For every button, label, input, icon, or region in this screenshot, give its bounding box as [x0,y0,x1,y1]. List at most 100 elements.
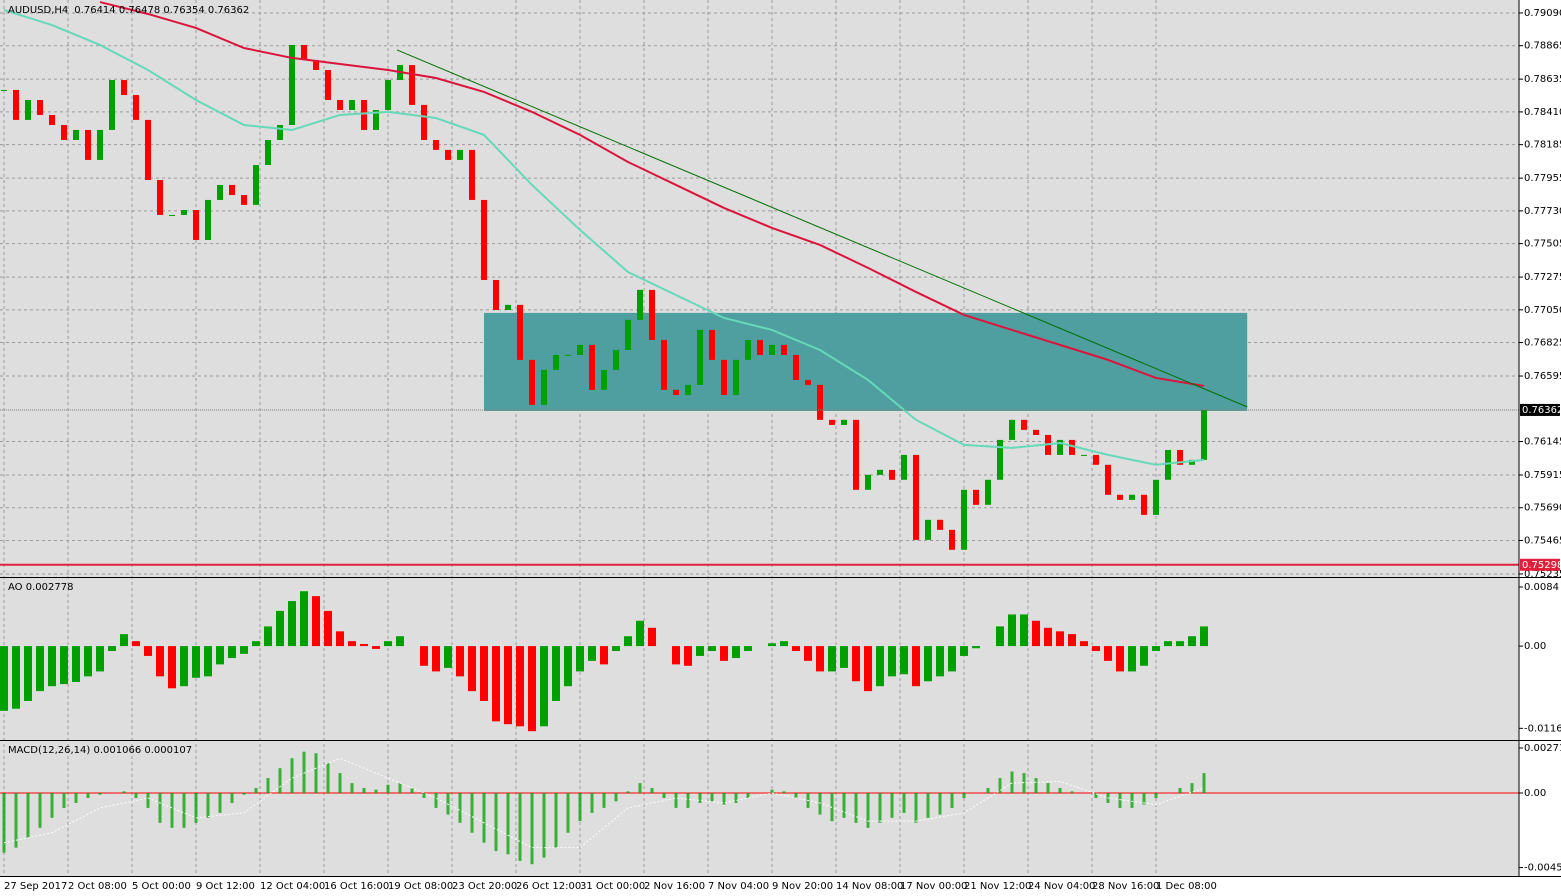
histogram-bar [840,646,848,668]
histogram-bar [852,646,860,682]
candle [889,469,895,480]
candle [1117,494,1123,500]
histogram-bar [600,646,608,665]
candle [877,469,883,475]
histogram-bar [602,793,606,808]
histogram-bar [266,778,270,794]
y-tick-label: 0.00 [1524,788,1546,799]
x-tick-label: 17 Nov 00:00 [900,881,967,892]
candle [145,119,151,181]
candle [109,80,115,130]
candle [133,95,139,120]
histogram-bar [732,646,740,659]
x-tick-label: 1 Dec 08:00 [1156,881,1217,892]
histogram-bar [698,793,702,803]
candle [1009,419,1015,440]
y-tick-label: 0.75465 [1524,535,1561,546]
candle [805,379,811,385]
histogram-bar [314,753,318,794]
candle [385,80,391,111]
x-tick-label: 14 Nov 08:00 [836,881,903,892]
candle [25,99,31,120]
grid [0,0,1519,876]
histogram-bar [1020,614,1028,647]
candle [85,129,91,160]
candle [649,289,655,340]
histogram-bar [1152,646,1160,652]
candle [913,454,919,540]
histogram-bar [914,793,918,823]
candle [289,44,295,126]
histogram-bar [288,601,296,647]
histogram-bar [278,768,282,794]
candle [1033,429,1039,435]
x-tick-label: 12 Oct 04:00 [260,881,325,892]
histogram-bar [398,783,402,794]
histogram-bar [1116,646,1124,672]
histogram-bar [1176,641,1184,647]
histogram-bar [396,636,404,647]
x-tick-label: 26 Oct 12:00 [516,881,581,892]
candle [421,104,427,140]
histogram-bar [386,784,390,794]
histogram-bar [302,751,306,794]
x-tick-label: 23 Oct 20:00 [452,881,517,892]
histogram-bar [180,646,188,687]
histogram-bar [72,646,80,682]
histogram-bar [254,788,258,794]
candle [265,139,271,166]
y-tick-label: -0.011691 [1524,723,1561,734]
symbol: AUDUSD,H4 [8,5,68,16]
histogram-bar [1080,641,1088,647]
histogram-bar [492,646,500,722]
histogram-bar [1128,646,1136,672]
histogram-bar [506,793,510,855]
histogram-bar [636,620,644,647]
histogram-bar [744,646,752,652]
histogram-bar [146,793,150,808]
histogram-bar [1130,793,1134,808]
candle [253,165,259,205]
histogram-bar [1010,771,1014,794]
histogram-bar [36,646,44,692]
histogram-bar [782,791,786,794]
histogram-bar [648,627,656,647]
y-tick-label: 0.0084 [1524,582,1559,593]
y-tick-label: 0.002717 [1524,743,1561,754]
histogram-bar [422,793,426,798]
histogram-bar [926,793,930,818]
histogram-bar [420,646,428,666]
histogram-bar [722,793,726,805]
candle [553,354,559,370]
candle [1165,449,1171,480]
histogram-bar [192,646,200,678]
candle [37,99,43,115]
histogram-bar [828,646,836,672]
x-tick-label: 9 Nov 20:00 [772,881,833,892]
x-tick-label: 27 Sep 2017 [4,881,67,892]
histogram-bar [866,793,870,828]
histogram-bar [444,646,452,668]
histogram-bar [374,789,378,794]
histogram-bar [206,793,210,818]
histogram-bar [900,646,908,675]
histogram-bar [494,793,498,851]
x-tick-label: 16 Oct 16:00 [324,881,389,892]
histogram-bar [468,646,476,692]
zone [484,312,1248,411]
candle [697,329,703,385]
histogram-bar [624,636,632,647]
histogram-bar [710,793,714,802]
candle [433,139,439,150]
x-tick-label: 9 Oct 12:00 [196,881,255,892]
candle [901,454,907,480]
histogram-bar [950,793,954,808]
candle [757,339,763,355]
y-tick-label: 0.76595 [1524,371,1561,382]
histogram-bar [1202,773,1206,794]
histogram-bar [144,646,152,656]
plot-background [0,0,1519,876]
candle [277,125,283,140]
histogram-bar [336,631,344,647]
